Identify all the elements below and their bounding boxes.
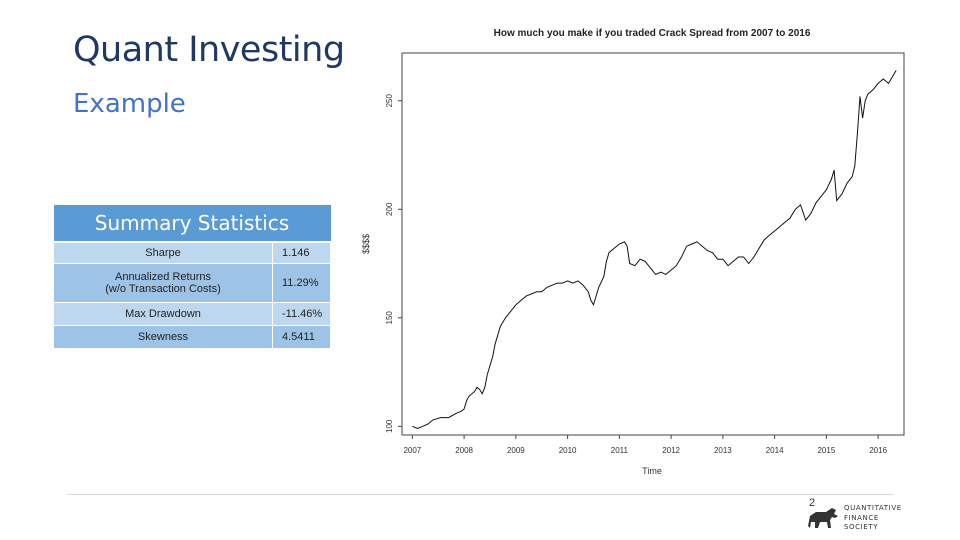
- x-tick-label: 2012: [662, 446, 680, 455]
- row-label: Max Drawdown: [53, 301, 273, 326]
- plot-frame: [401, 52, 905, 436]
- table-header: Summary Statistics: [53, 205, 331, 243]
- chart-title: How much you make if you traded Crack Sp…: [494, 28, 811, 39]
- series-line: [412, 70, 897, 430]
- x-axis: 2007 2008 2009 2010 2011 2012 2013 2014 2015 2016: [403, 435, 888, 455]
- row-label: Skewness: [53, 324, 273, 349]
- x-tick-label: 2007: [403, 446, 421, 455]
- x-tick-label: 2014: [766, 446, 784, 455]
- y-axis-label: $$$$: [361, 234, 371, 254]
- row-label: Sharpe: [53, 241, 273, 264]
- x-tick-label: 2011: [611, 446, 629, 455]
- table-row: Skewness 4.5411: [53, 324, 331, 349]
- x-tick-label: 2009: [507, 446, 525, 455]
- row-value: 1.146: [272, 241, 331, 264]
- bull-logo-icon: [808, 508, 838, 528]
- row-value: 4.5411: [272, 324, 331, 349]
- x-tick-label: 2010: [559, 446, 577, 455]
- x-tick-label: 2013: [714, 446, 732, 455]
- logo-line-1: QUANTITATIVE: [844, 504, 902, 512]
- row-label-line2: (w/o Transaction Costs): [105, 282, 221, 295]
- logo-text: QUANTITATIVE FINANCE SOCIETY: [844, 504, 902, 533]
- logo-line-2: FINANCE: [844, 513, 879, 522]
- x-tick-label: 2016: [869, 446, 887, 455]
- table-row: Max Drawdown -11.46%: [53, 301, 331, 326]
- y-tick-label: 100: [385, 419, 394, 433]
- summary-statistics-table: Summary Statistics Sharpe 1.146 Annualiz…: [53, 205, 331, 349]
- row-value: -11.46%: [272, 301, 331, 326]
- logo-line-3: SOCIETY: [844, 523, 879, 531]
- x-tick-label: 2008: [455, 446, 473, 455]
- row-label-line1: Annualized Returns: [114, 270, 211, 283]
- y-axis: 100 150 200 250: [385, 94, 402, 433]
- slide-title: Quant Investing: [73, 30, 345, 70]
- y-tick-label: 150: [385, 311, 394, 325]
- row-value: 11.29%: [272, 262, 331, 303]
- table-row: Sharpe 1.146: [53, 241, 331, 264]
- x-axis-label: Time: [642, 466, 662, 476]
- slide-subtitle: Example: [73, 89, 186, 119]
- y-tick-label: 250: [385, 94, 394, 108]
- y-tick-label: 200: [385, 202, 394, 216]
- x-tick-label: 2015: [817, 446, 835, 455]
- footer-divider: [67, 494, 894, 495]
- crack-spread-chart: How much you make if you traded Crack Sp…: [361, 28, 905, 476]
- row-label: Annualized Returns (w/o Transaction Cost…: [53, 262, 273, 303]
- table-row: Annualized Returns (w/o Transaction Cost…: [53, 262, 331, 303]
- page-number: 2: [809, 497, 816, 509]
